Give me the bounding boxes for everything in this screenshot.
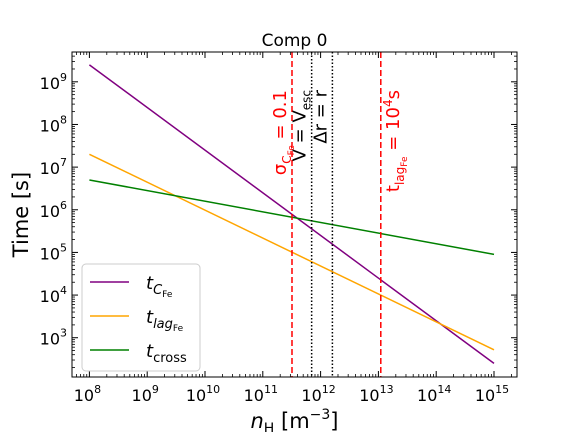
- y-tick-label-0: 103: [40, 327, 67, 349]
- legend: tCFe tlagFe tcross: [81, 263, 201, 372]
- legend-label-2: tcross: [146, 341, 187, 366]
- x-tick-label-0: 108: [74, 383, 101, 405]
- chart-title: Comp 0: [262, 31, 328, 51]
- vline-label-2: Δr = r: [310, 89, 331, 143]
- x-tick-label-4: 1012: [301, 383, 335, 405]
- vline-label-1: V = Vesc: [290, 90, 314, 161]
- y-tick-label-3: 106: [40, 199, 67, 221]
- x-tick-label-6: 1014: [417, 383, 451, 405]
- legend-label-1: tlagFe: [146, 307, 184, 334]
- x-tick-label-1: 109: [132, 383, 159, 405]
- axes-frame: [71, 51, 518, 378]
- y-axis-label: Time [s]: [9, 172, 33, 258]
- x-tick-label-3: 1011: [244, 383, 278, 405]
- x-axis-label: nH [m−3]: [250, 407, 338, 432]
- y-tick-label-6: 109: [40, 71, 67, 93]
- x-tick-label-7: 1015: [475, 383, 509, 405]
- legend-box: [81, 263, 201, 372]
- vline-label-3: tlagFe = 104s: [381, 90, 410, 192]
- y-tick-label-2: 105: [40, 241, 67, 263]
- x-tick-label-2: 1010: [186, 383, 220, 405]
- x-tick-label-5: 1013: [359, 383, 393, 405]
- axis-layer: 108 109 1010 1011 1012 1013 1014 1015 103 104 105 1…: [9, 51, 518, 432]
- legend-label-0: tCFe: [146, 273, 173, 300]
- y-tick-label-4: 107: [40, 156, 67, 178]
- y-tick-label-1: 104: [40, 284, 67, 306]
- y-tick-label-5: 108: [40, 113, 67, 135]
- vline-label-0: σCFe = 0.1: [270, 90, 297, 175]
